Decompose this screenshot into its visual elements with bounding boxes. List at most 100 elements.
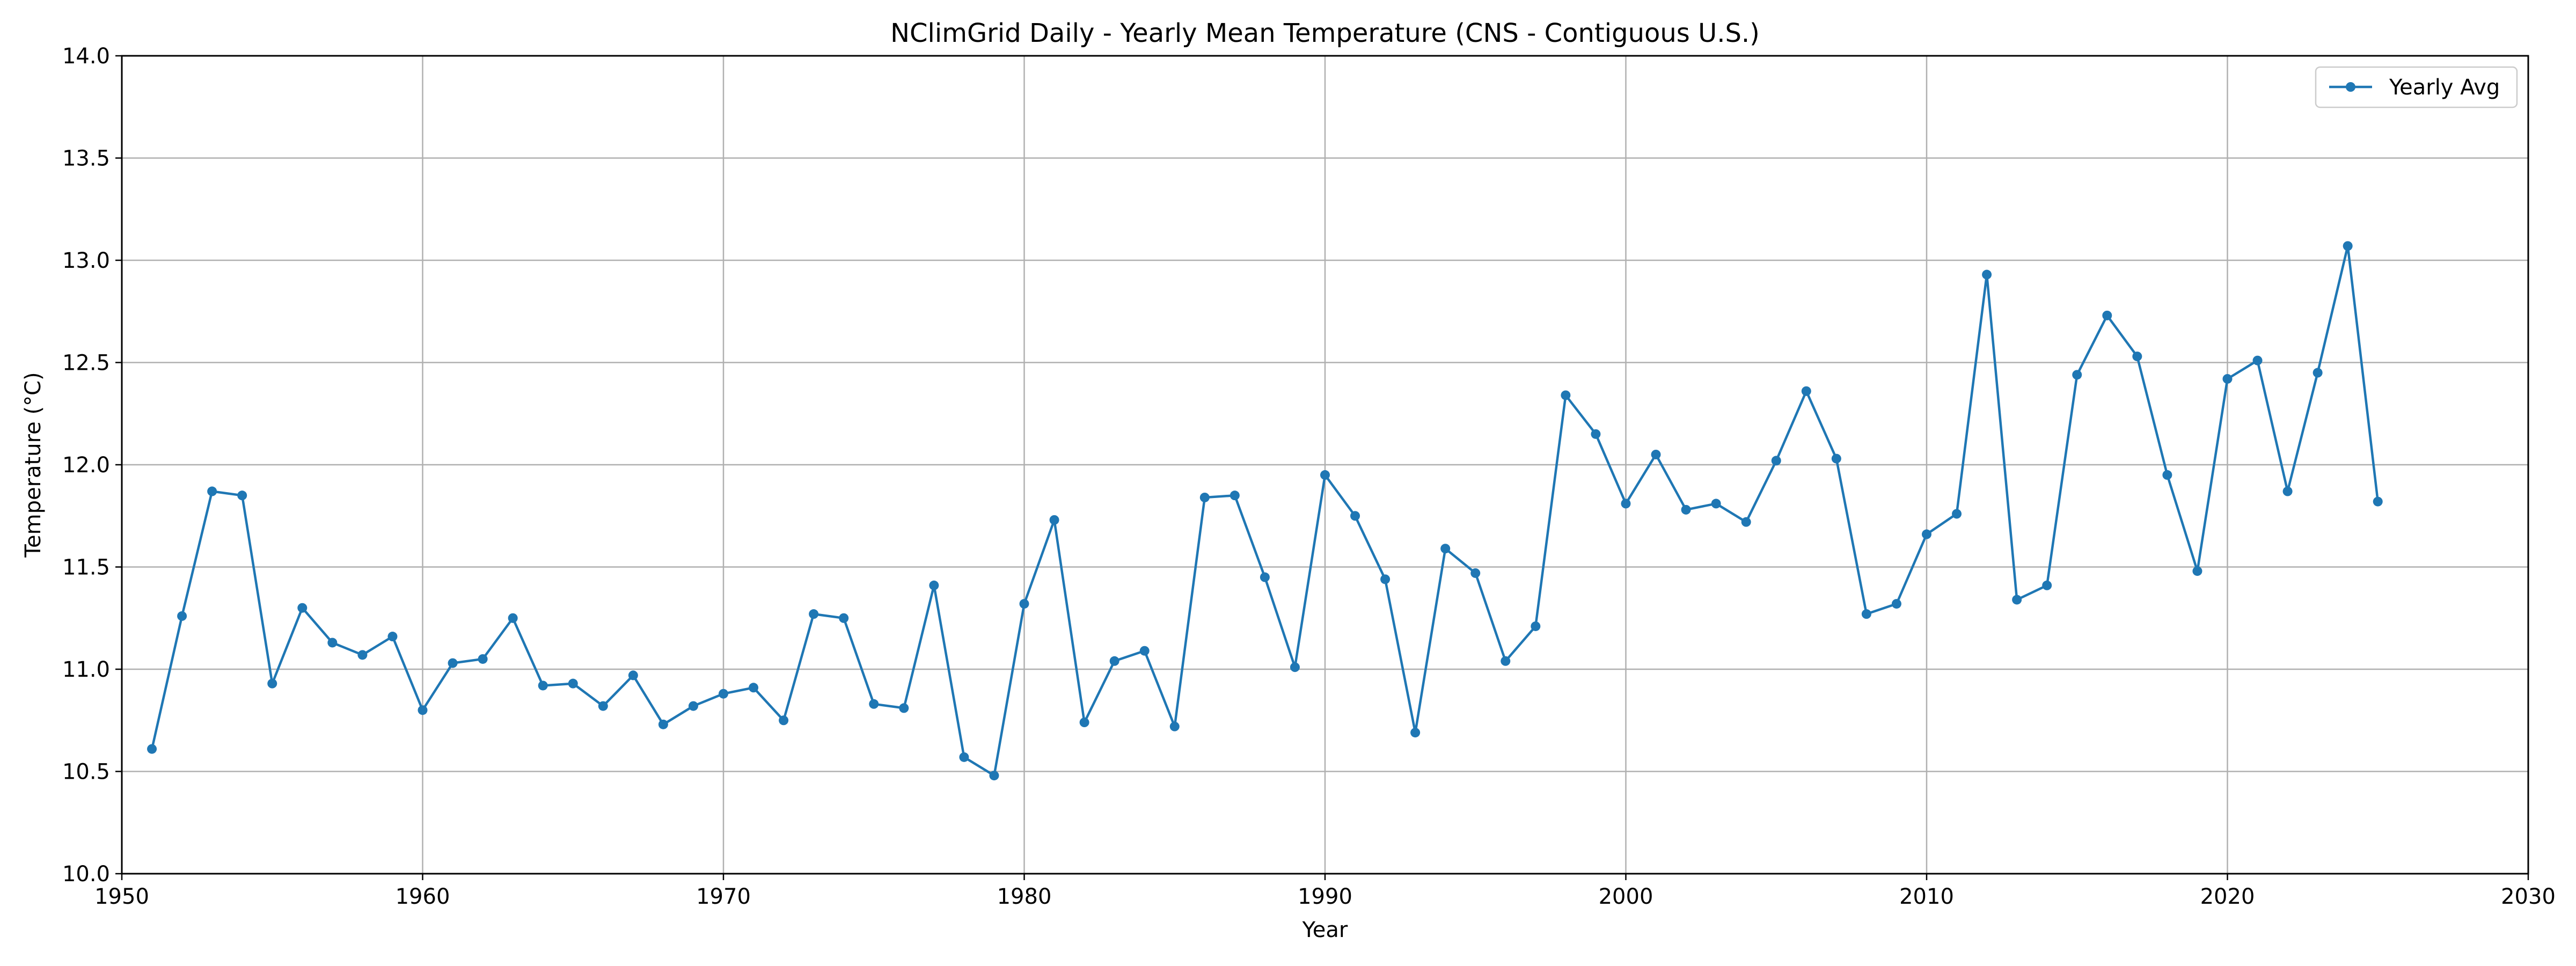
series-layer [147, 241, 2383, 781]
data-point [1019, 599, 1029, 609]
data-point [1501, 656, 1511, 666]
data-point [538, 680, 548, 691]
data-point [719, 689, 728, 699]
x-tick-label: 2000 [1599, 884, 1653, 909]
data-point [1741, 517, 1751, 527]
data-point [1139, 646, 1150, 656]
data-point [297, 603, 308, 613]
data-point [1169, 721, 1180, 731]
data-point [478, 654, 488, 664]
x-tick-label: 2020 [2200, 884, 2255, 909]
data-point [1440, 544, 1451, 554]
legend: Yearly Avg [2315, 66, 2518, 108]
axis-ticks: 1950 1960 1970 1980 1990 2000 2010 2020 2030 10.0… [62, 44, 2556, 909]
data-point [1410, 728, 1421, 738]
data-point [1771, 456, 1781, 466]
x-tick-label: 1990 [1298, 884, 1352, 909]
data-point [688, 701, 698, 711]
data-point [1801, 386, 1811, 396]
data-point [779, 715, 789, 726]
data-point [1561, 390, 1571, 400]
data-point [1831, 453, 1841, 464]
data-point [1591, 429, 1601, 439]
legend-series-marker [2346, 82, 2355, 92]
y-tick-label: 10.5 [62, 760, 110, 785]
data-point [899, 703, 909, 713]
data-point [2373, 496, 2383, 507]
data-point [387, 632, 398, 642]
data-point [1049, 515, 1059, 525]
x-tick-label: 1980 [997, 884, 1052, 909]
data-point [989, 771, 999, 781]
plot-frame [121, 55, 2529, 875]
data-point [1320, 470, 1330, 480]
data-point [237, 491, 247, 501]
x-tick-label: 1960 [396, 884, 450, 909]
y-tick-label: 14.0 [62, 44, 110, 69]
data-point [267, 678, 277, 689]
data-point [598, 701, 608, 711]
data-point [1621, 499, 1631, 509]
x-tick-label: 1970 [696, 884, 751, 909]
data-point [2312, 368, 2323, 378]
data-point [2042, 580, 2052, 590]
data-point [929, 580, 939, 590]
data-point [1079, 718, 1089, 728]
data-point [568, 678, 578, 689]
data-point [2162, 470, 2172, 480]
y-tick-label: 11.0 [62, 657, 110, 682]
data-point [418, 705, 428, 715]
data-point [1380, 574, 1391, 584]
data-point [2012, 595, 2022, 605]
data-point [2132, 352, 2142, 362]
data-point [357, 650, 368, 660]
data-point [508, 613, 518, 623]
data-point [1982, 269, 1992, 280]
data-point [839, 613, 849, 623]
data-point [147, 744, 157, 754]
data-point [1651, 449, 1661, 459]
data-point [2343, 241, 2353, 251]
data-point [1290, 662, 1300, 672]
x-tick-label: 2030 [2501, 884, 2556, 909]
data-point [869, 699, 879, 709]
y-tick-label: 12.5 [62, 351, 110, 376]
data-point [2192, 566, 2202, 576]
data-point [2282, 486, 2293, 496]
data-point [2222, 374, 2233, 384]
legend-label: Yearly Avg [2389, 75, 2500, 100]
data-point [2072, 370, 2082, 380]
data-point [1260, 572, 1270, 582]
data-point [1681, 504, 1691, 515]
data-point [1711, 499, 1721, 509]
data-point [1922, 529, 1931, 539]
y-tick-label: 12.0 [62, 453, 110, 478]
data-point [1109, 656, 1119, 666]
y-tick-label: 10.0 [62, 862, 110, 887]
data-point [1531, 621, 1541, 631]
data-point [1861, 609, 1871, 619]
data-point [628, 670, 638, 680]
data-point [959, 752, 969, 762]
data-point [327, 638, 338, 648]
data-point [1199, 492, 1210, 502]
data-point [2252, 355, 2263, 365]
data-point [1230, 491, 1240, 501]
data-point [1470, 568, 1481, 578]
y-tick-label: 13.5 [62, 147, 110, 171]
x-tick-label: 2010 [1899, 884, 1954, 909]
data-point [207, 486, 217, 496]
x-axis-label: Year [1302, 918, 1348, 942]
data-point [658, 719, 668, 729]
x-tick-label: 1950 [94, 884, 149, 909]
chart-title: NClimGrid Daily - Yearly Mean Temperatur… [890, 18, 1760, 48]
data-point [448, 658, 458, 668]
data-point [1350, 511, 1360, 521]
y-axis-label: Temperature (°C) [21, 372, 46, 558]
data-point [2102, 310, 2112, 320]
y-tick-label: 11.5 [62, 555, 110, 580]
data-point [1891, 599, 1901, 609]
data-point [809, 609, 819, 619]
